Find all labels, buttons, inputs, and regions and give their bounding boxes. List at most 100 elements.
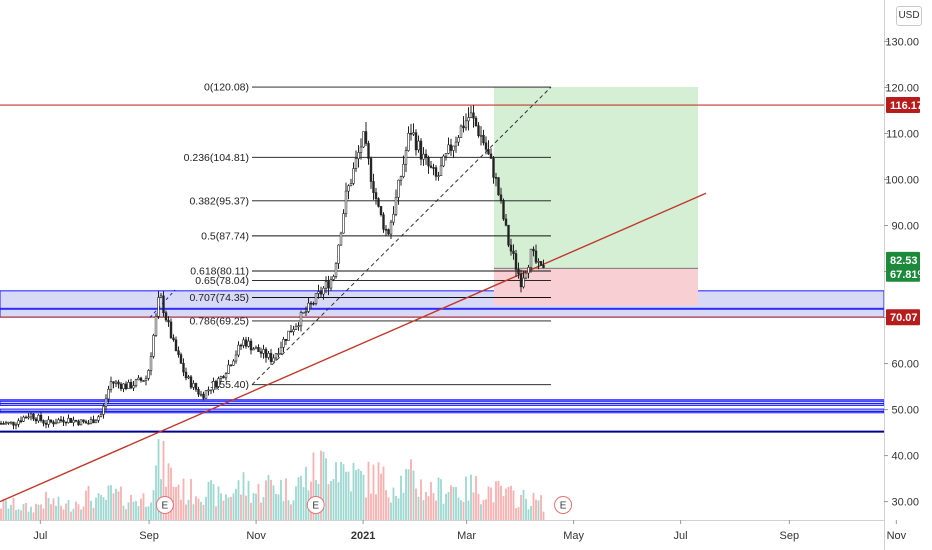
candle-body xyxy=(264,349,268,358)
y-axis[interactable]: 30.0040.0050.0060.0070.0080.0090.00100.0… xyxy=(884,36,928,509)
x-axis[interactable]: Jul Sep Nov 2021 Mar May Jul Sep Nov xyxy=(33,520,907,542)
volume-bar xyxy=(95,497,97,520)
candle-body xyxy=(274,353,278,359)
candle-body xyxy=(89,419,93,424)
candle-body xyxy=(324,281,328,289)
candle xyxy=(104,394,108,411)
candle-body xyxy=(112,381,115,384)
volume-bar xyxy=(225,494,227,520)
volume-bar xyxy=(127,502,130,520)
y-tick-label: 110.00 xyxy=(886,128,919,140)
volume-bar xyxy=(472,492,475,520)
volume-bar xyxy=(120,486,122,520)
fib-level-label: 0(120.08) xyxy=(204,82,249,94)
candle-body xyxy=(392,213,395,223)
candle xyxy=(164,310,168,323)
volume-bar xyxy=(345,471,347,520)
candle xyxy=(64,421,68,426)
candle-body xyxy=(179,354,183,364)
volume-bar xyxy=(495,481,497,520)
candle-body xyxy=(477,125,480,137)
volume-bar xyxy=(115,488,117,520)
volume-bar xyxy=(437,477,440,520)
candle xyxy=(369,156,373,189)
candle xyxy=(29,412,33,421)
candle-body xyxy=(404,150,408,165)
volume-bar xyxy=(80,509,82,520)
volume-bar xyxy=(320,450,322,520)
volume-bar xyxy=(485,499,487,520)
candle-body xyxy=(439,165,443,176)
volume-bar xyxy=(217,486,220,520)
price-badge-bg xyxy=(886,265,920,282)
volume-bar xyxy=(440,479,442,520)
candle xyxy=(122,383,125,393)
volume-bar xyxy=(227,497,230,520)
volume-bar xyxy=(45,491,47,520)
candle xyxy=(224,372,228,381)
candle xyxy=(287,330,290,341)
volume-bar xyxy=(90,500,92,520)
candle xyxy=(457,135,460,146)
currency-badge[interactable]: USD xyxy=(896,6,922,26)
candle xyxy=(189,375,193,390)
candle-body xyxy=(257,347,260,353)
trend-lines-layer[interactable] xyxy=(0,192,707,503)
earnings-letter: E xyxy=(312,501,319,512)
volume-bar xyxy=(242,472,245,520)
candle-body xyxy=(164,312,168,321)
volume-bar xyxy=(422,499,425,520)
volume-bar xyxy=(277,494,280,520)
candle-body xyxy=(64,421,68,424)
candle-body xyxy=(227,364,230,374)
candle-body xyxy=(62,419,65,423)
grid-layer xyxy=(0,0,885,550)
volume-bar xyxy=(332,479,335,520)
candle-body xyxy=(34,418,38,422)
price-badge-text: 116.17 xyxy=(890,100,923,112)
volume-bar xyxy=(430,482,432,520)
candle-body xyxy=(192,383,195,388)
candle xyxy=(394,189,398,217)
candle xyxy=(512,244,515,260)
candle xyxy=(107,385,110,403)
candle-body xyxy=(332,276,335,280)
candle xyxy=(514,249,518,277)
volume-bar xyxy=(530,505,532,520)
volume-bar xyxy=(492,502,495,520)
candle-body xyxy=(269,353,273,362)
candle-body xyxy=(309,302,313,305)
candle-body xyxy=(454,141,458,147)
volume-bar xyxy=(245,495,247,520)
candle-body xyxy=(147,370,150,379)
currency-label: USD xyxy=(898,10,920,21)
volume-bar xyxy=(462,501,465,520)
candle xyxy=(97,415,100,423)
candle-body xyxy=(384,229,388,231)
long-position-tool[interactable] xyxy=(494,87,698,306)
candle-body xyxy=(24,416,28,419)
y-tick-label: 130.00 xyxy=(885,36,919,48)
candle xyxy=(489,148,493,159)
candle-body xyxy=(519,273,523,288)
fib-retracement-layer[interactable]: 0(120.08) 0.236(104.81) 0.382(95.37) 0.5(87… xyxy=(149,82,552,392)
volume-bar xyxy=(387,497,390,520)
volume-bar xyxy=(185,504,187,520)
candle xyxy=(222,375,225,379)
volume-bar xyxy=(55,505,57,520)
candle-body xyxy=(129,381,133,389)
candle xyxy=(542,259,545,269)
candle-body xyxy=(109,381,113,390)
candle xyxy=(177,346,180,358)
volume-bar xyxy=(357,468,360,520)
candle xyxy=(482,129,485,146)
candle-body xyxy=(449,144,453,151)
volume-bar xyxy=(520,495,522,520)
volume-bar xyxy=(540,495,542,520)
candle-body xyxy=(97,416,100,421)
candle-body xyxy=(44,422,48,425)
candle-body xyxy=(357,152,360,159)
volume-bar xyxy=(275,493,277,520)
